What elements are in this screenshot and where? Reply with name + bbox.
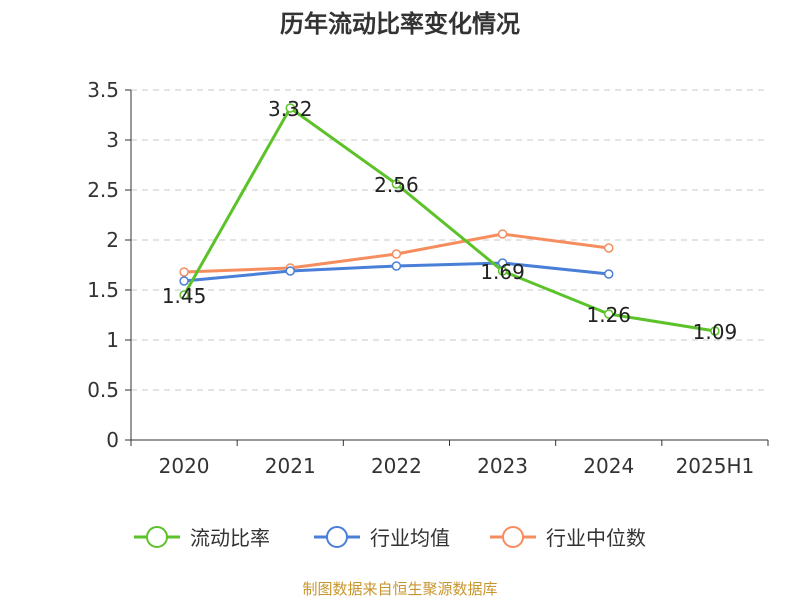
series-lines [179, 103, 720, 336]
data-point[interactable] [604, 309, 614, 319]
legend-label: 流动比率 [190, 526, 270, 550]
chart-title: 历年流动比率变化情况 [280, 10, 520, 38]
legend-marker-icon [502, 526, 524, 548]
x-tick-label: 2022 [371, 454, 422, 478]
axes: 0 0.5 1 1.5 2 2.5 3 3.5 2020 2021 2022 2023 2024 2025… [87, 78, 769, 478]
data-point[interactable] [285, 103, 295, 113]
data-point[interactable] [710, 326, 720, 336]
legend-item[interactable]: 行业中位数 [490, 526, 646, 550]
legend-marker-icon [326, 526, 348, 548]
x-tick-label: 2021 [265, 454, 316, 478]
legend-label: 行业中位数 [546, 526, 646, 550]
y-tick-label: 1.5 [87, 278, 119, 302]
y-tick-label: 3.5 [87, 78, 119, 102]
y-tick-label: 1 [106, 328, 119, 352]
data-point[interactable] [179, 276, 189, 286]
x-tick-label: 2023 [477, 454, 528, 478]
x-tick-label: 2025H1 [676, 454, 755, 478]
data-point[interactable] [604, 269, 614, 279]
x-tick-label: 2024 [583, 454, 634, 478]
data-label: 1.26 [586, 303, 631, 327]
y-tick-label: 2.5 [87, 178, 119, 202]
grid [131, 89, 768, 391]
data-label: 1.09 [693, 320, 738, 344]
y-tick-label: 2 [106, 228, 119, 252]
y-tick-label: 3 [106, 128, 119, 152]
data-point[interactable] [497, 229, 508, 239]
data-label: 1.69 [480, 260, 525, 284]
data-point[interactable] [391, 261, 402, 271]
data-labels: 1.45 3.32 2.56 1.69 1.26 1.09 [162, 97, 737, 344]
legend-marker-icon [146, 526, 168, 548]
data-point[interactable] [179, 267, 189, 277]
legend-item[interactable]: 流动比率 [134, 526, 270, 550]
data-point[interactable] [497, 266, 508, 276]
data-point[interactable] [285, 266, 295, 276]
y-tick-label: 0 [106, 428, 119, 452]
data-label: 1.45 [162, 284, 207, 308]
legend[interactable]: 流动比率 行业均值 行业中位数 [134, 526, 646, 550]
legend-label: 行业均值 [370, 526, 450, 550]
source-note: 制图数据来自恒生聚源数据库 [302, 580, 497, 598]
data-point[interactable] [391, 179, 402, 189]
series-line-0 [182, 106, 717, 333]
data-label: 2.56 [374, 173, 419, 197]
data-point[interactable] [179, 290, 189, 300]
x-tick-label: 2020 [159, 454, 210, 478]
legend-item[interactable]: 行业均值 [314, 526, 450, 550]
data-point[interactable] [391, 249, 402, 259]
data-label: 3.32 [268, 97, 313, 121]
data-point[interactable] [604, 243, 614, 253]
y-tick-label: 0.5 [87, 378, 119, 402]
